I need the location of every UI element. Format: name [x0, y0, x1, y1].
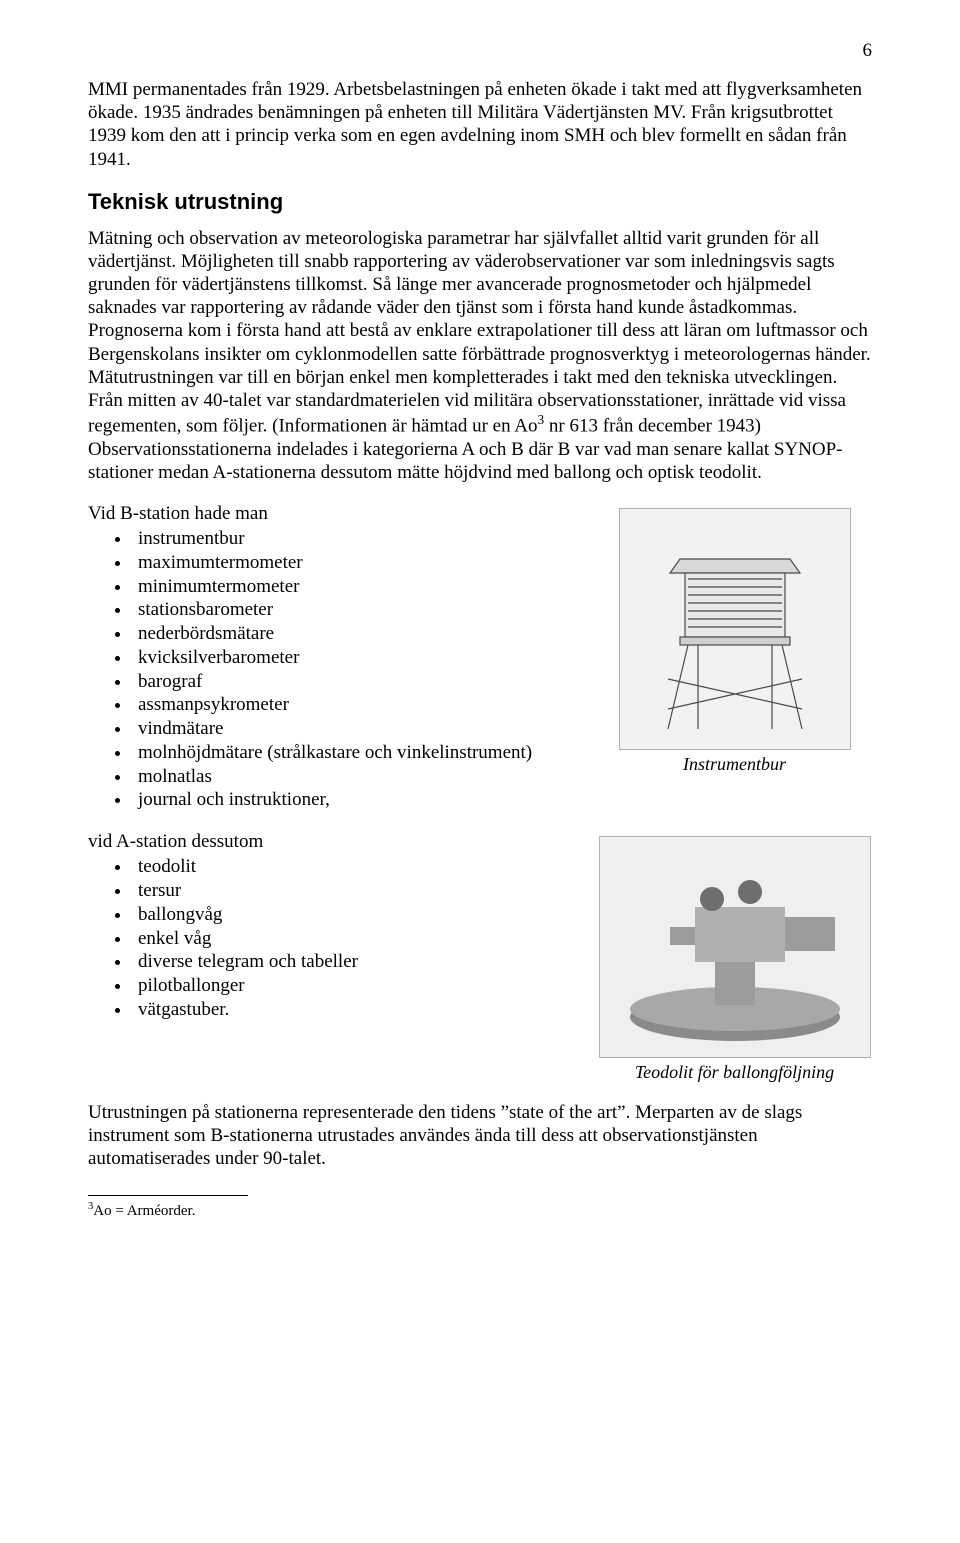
- figure-instrumentbur-block: Instrumentbur: [597, 502, 872, 793]
- list-item: vindmätare: [132, 717, 577, 741]
- footnote-separator: [88, 1195, 248, 1196]
- section-heading: Teknisk utrustning: [88, 189, 872, 215]
- page-number: 6: [88, 40, 872, 62]
- list-item: teodolit: [132, 855, 577, 879]
- b-station-block: Vid B-station hade man instrumentbur max…: [88, 502, 872, 830]
- figure-teodolit-caption: Teodolit för ballongföljning: [597, 1062, 872, 1083]
- teodolit-icon: [600, 837, 870, 1057]
- list-item: instrumentbur: [132, 527, 577, 551]
- b-station-left: Vid B-station hade man instrumentbur max…: [88, 502, 577, 830]
- list-item: diverse telegram och tabeller: [132, 950, 577, 974]
- a-station-lead: vid A-station dessutom: [88, 830, 577, 853]
- figure-instrumentbur-caption: Instrumentbur: [597, 754, 872, 775]
- list-item: pilotballonger: [132, 974, 577, 998]
- footnote-text: Ao = Arméorder.: [93, 1203, 195, 1219]
- instrumentbur-icon: [620, 509, 850, 749]
- b-station-lead: Vid B-station hade man: [88, 502, 577, 525]
- list-item: ballongvåg: [132, 903, 577, 927]
- list-item: stationsbarometer: [132, 598, 577, 622]
- document-page: 6 MMI permanentades från 1929. Arbetsbel…: [0, 0, 960, 1271]
- list-item: vätgastuber.: [132, 998, 577, 1022]
- list-item: enkel våg: [132, 927, 577, 951]
- paragraph-closing: Utrustningen på stationerna representera…: [88, 1101, 872, 1171]
- paragraph-intro: MMI permanentades från 1929. Arbetsbelas…: [88, 78, 872, 171]
- list-item: kvicksilverbarometer: [132, 646, 577, 670]
- paragraph-main: Mätning och observation av meteorologisk…: [88, 227, 872, 484]
- list-item: tersur: [132, 879, 577, 903]
- a-station-block: vid A-station dessutom teodolit tersur b…: [88, 830, 872, 1101]
- figure-teodolit: [599, 836, 871, 1058]
- list-item: barograf: [132, 670, 577, 694]
- figure-instrumentbur: [619, 508, 851, 750]
- footnote-3: 3Ao = Arméorder.: [88, 1200, 872, 1222]
- list-item: molnatlas: [132, 765, 577, 789]
- list-item: nederbördsmätare: [132, 622, 577, 646]
- list-item: molnhöjdmätare (strålkastare och vinkeli…: [132, 741, 577, 765]
- list-item: journal och instruktioner,: [132, 788, 577, 812]
- a-station-list: teodolit tersur ballongvåg enkel våg div…: [88, 855, 577, 1021]
- figure-teodolit-block: Teodolit för ballongföljning: [597, 830, 872, 1101]
- list-item: minimumtermometer: [132, 575, 577, 599]
- paragraph-main-a: Mätning och observation av meteorologisk…: [88, 228, 871, 437]
- b-station-list: instrumentbur maximumtermometer minimumt…: [88, 527, 577, 812]
- list-item: maximumtermometer: [132, 551, 577, 575]
- a-station-left: vid A-station dessutom teodolit tersur b…: [88, 830, 577, 1039]
- list-item: assmanpsykrometer: [132, 693, 577, 717]
